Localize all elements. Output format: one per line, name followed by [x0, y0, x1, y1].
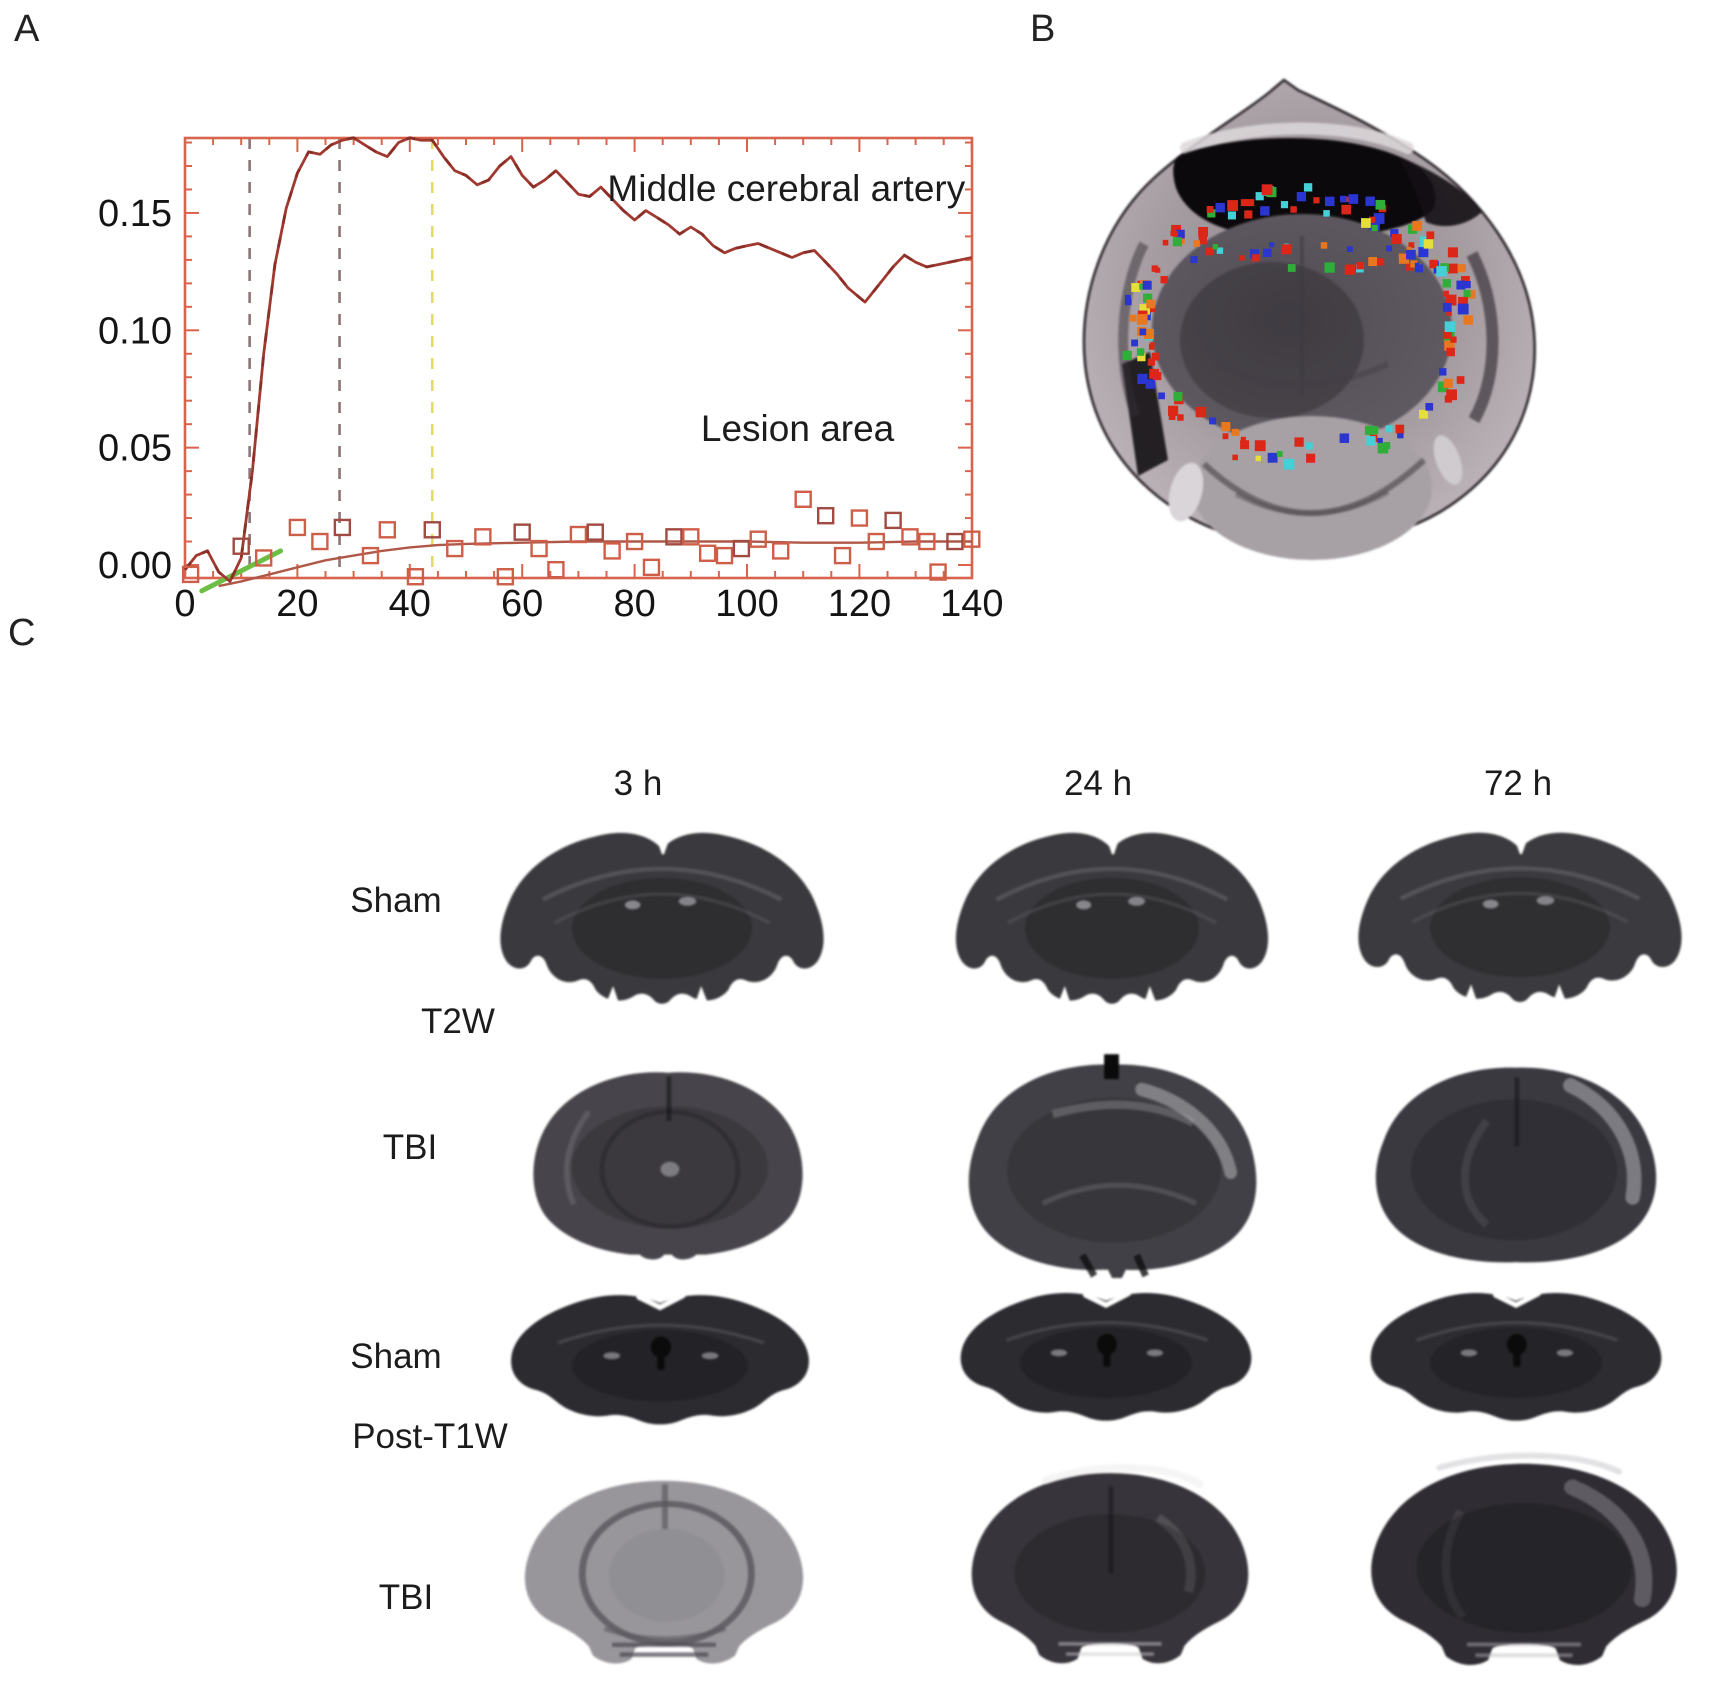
- lesion-marker: [816, 507, 835, 525]
- row-label-t2w: T2W: [421, 1002, 495, 1041]
- column-header-72h: 72 h: [1483, 764, 1553, 803]
- row-label-tbi-t1w: TBI: [378, 1578, 434, 1617]
- mri-anatomy-group: [1082, 78, 1536, 560]
- x-tick-label: 0: [174, 583, 195, 625]
- brain-mri-tbi-t2w-24-h: [934, 1048, 1290, 1278]
- y-tick-label: 0.00: [98, 545, 172, 587]
- left-muscle-arc: [1118, 241, 1149, 418]
- lesion-marker: [232, 537, 250, 555]
- lesion-marker: [530, 539, 548, 558]
- bright-spot-right: [1433, 435, 1463, 485]
- lesion-marker: [794, 490, 812, 508]
- brain-mri-sham-post-t1w-3-h: [493, 1286, 827, 1444]
- panel-a-letter: A: [14, 8, 40, 50]
- lesion-marker: [715, 546, 734, 565]
- lesion-marker: [850, 509, 869, 527]
- brain-mri-tbi-post-t1w-3-h: [491, 1470, 837, 1668]
- lesion-marker: [749, 530, 767, 548]
- brain-mri-sham-post-t1w-24-h: [943, 1284, 1269, 1440]
- panel-a-chart: 0 20 40 60 80 100 120 140 0.00 0.05 0.10 0.15 Middl…: [0, 0, 1050, 660]
- left-ear-canal-dark: [1122, 352, 1168, 476]
- lesion-marker: [918, 532, 936, 551]
- lesion-marker: [547, 560, 565, 579]
- lesion-marker: [496, 568, 515, 586]
- lesion-marker: [665, 528, 683, 546]
- lesion-marker: [288, 518, 307, 537]
- right-muscle-arc: [1466, 251, 1499, 423]
- lesion-marker: [946, 532, 964, 551]
- lesion-marker: [732, 539, 751, 558]
- series-label-lesion-area: Lesion area: [700, 407, 895, 449]
- lesion-marker: [884, 511, 902, 530]
- brain-mri-tbi-t2w-3-h: [498, 1056, 838, 1262]
- lesion-marker: [901, 528, 919, 546]
- x-tick-label: 60: [501, 583, 543, 625]
- y-tick-label: 0.15: [98, 193, 172, 235]
- line-chart: 0 20 40 60 80 100 120 140 0.00 0.05 0.10 0.15: [98, 136, 1004, 625]
- row-label-sham-t1w: Sham: [350, 1337, 442, 1376]
- x-tick-label: 120: [828, 583, 891, 625]
- lesion-marker: [446, 539, 464, 558]
- lesion-marker: [361, 546, 380, 565]
- jaw-inner-arc: [1234, 489, 1390, 516]
- x-tick-label: 100: [715, 583, 778, 625]
- x-tick-label: 140: [940, 583, 1003, 625]
- series-label-middle-cerebral-artery: Middle cerebral artery: [607, 168, 966, 210]
- lesion-marker: [772, 542, 790, 560]
- panel-b-letter: B: [1030, 8, 1056, 50]
- lesion-trend-line: [218, 540, 972, 588]
- lesion-marker: [513, 523, 531, 541]
- lesion-marker: [406, 568, 425, 586]
- lesion-marker: [423, 521, 441, 539]
- lesion-marker: [181, 565, 200, 584]
- lesion-marker: [569, 525, 588, 544]
- row-label-tbi-t2w: TBI: [382, 1128, 438, 1167]
- x-tick-label: 20: [276, 583, 318, 625]
- column-header-3h: 3 h: [613, 764, 663, 803]
- lesion-marker: [625, 532, 644, 551]
- lesion-marker: [254, 549, 273, 567]
- lesion-marker: [929, 563, 947, 581]
- lesion-marker: [311, 532, 329, 551]
- brain-mri-tbi-post-t1w-72-h: [1334, 1452, 1714, 1670]
- x-tick-label: 80: [613, 583, 655, 625]
- mca-line: [183, 136, 973, 583]
- row-label-post-t1w: Post-T1W: [352, 1417, 508, 1456]
- row-label-sham-t2w: Sham: [350, 881, 442, 920]
- lesion-marker: [642, 558, 661, 577]
- brain-mri-sham-t2w-72-h: [1344, 822, 1696, 1020]
- lesion-marker: [867, 532, 885, 551]
- activation-speckle-overlay: [1122, 183, 1476, 470]
- green-fit-segment: [199, 548, 284, 594]
- bright-spot-left: [1168, 462, 1204, 522]
- brain-base-fold: [1214, 361, 1390, 387]
- brain-inner-shading: [1180, 262, 1364, 418]
- jaw-mass: [1192, 416, 1432, 560]
- column-header-24h: 24 h: [1063, 764, 1133, 803]
- lesion-marker: [333, 518, 352, 537]
- y-tick-label: 0.05: [98, 428, 172, 470]
- lesion-marker: [963, 530, 981, 548]
- dark-wedge-right: [1398, 156, 1482, 227]
- lesion-marker: [682, 528, 700, 546]
- lesion-marker: [603, 542, 621, 560]
- y-tick-label: 0.10: [98, 310, 172, 352]
- panel-c-letter: C: [8, 612, 36, 654]
- brain-mri-sham-t2w-3-h: [486, 822, 838, 1022]
- lesion-marker: [586, 523, 604, 541]
- lesion-marker: [474, 528, 492, 546]
- lesion-marker: [698, 544, 717, 562]
- top-white-band: [1180, 122, 1414, 154]
- mri-slice-with-overlay: [1082, 78, 1536, 560]
- brain-mri-sham-post-t1w-72-h: [1353, 1284, 1679, 1440]
- lesion-marker: [833, 546, 852, 565]
- lesion-marker: [378, 521, 397, 539]
- x-tick-label: 40: [389, 583, 431, 625]
- brain-mri-tbi-t2w-72-h: [1341, 1052, 1691, 1270]
- brain-mri-sham-t2w-24-h: [942, 822, 1282, 1022]
- brain-mri-tbi-post-t1w-24-h: [938, 1462, 1282, 1668]
